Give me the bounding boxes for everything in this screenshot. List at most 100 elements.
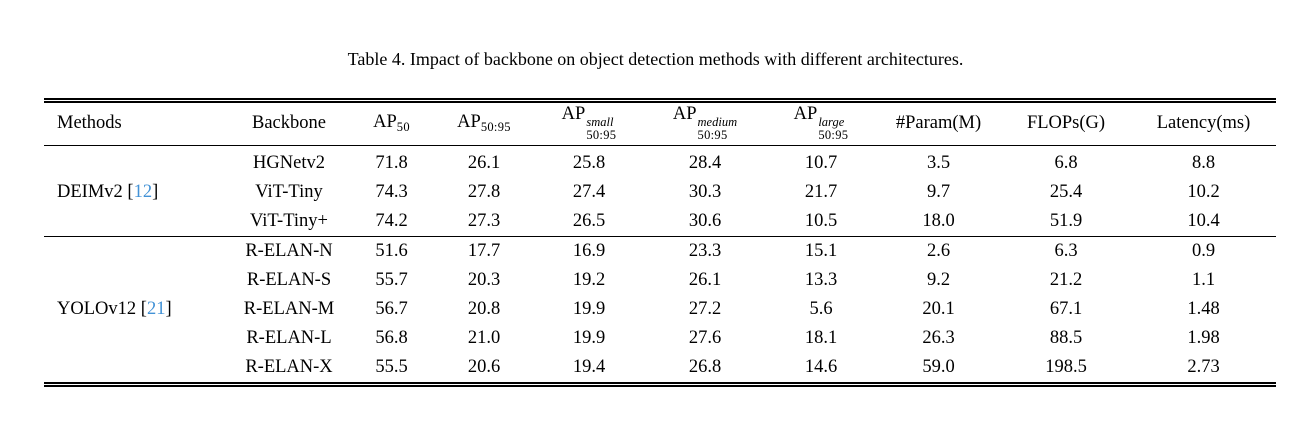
value-cell: 27.6 bbox=[688, 328, 722, 349]
metric-superscript: medium bbox=[697, 115, 738, 130]
value-cell: 23.3 bbox=[688, 241, 722, 262]
value-cell: 88.5 bbox=[1049, 328, 1083, 349]
citation-bracket-open: [ bbox=[127, 182, 134, 203]
value-cell: 27.3 bbox=[434, 207, 534, 237]
citation-link[interactable]: 12 bbox=[133, 182, 153, 203]
value-cell: 19.2 bbox=[572, 270, 606, 291]
value-cell: 1.98 bbox=[1187, 328, 1220, 349]
metric-supsub: small 50:95 bbox=[586, 116, 616, 142]
value-cell: 9.7 bbox=[926, 182, 951, 203]
value-cell: 16.9 bbox=[572, 241, 606, 262]
value-cell: 20.6 bbox=[467, 357, 501, 378]
value-cell: 26.3 bbox=[922, 328, 955, 349]
header-row: Methods Backbone AP50 AP50:95 AP small 50:95 AP… bbox=[44, 100, 1276, 146]
backbone-cell: R-ELAN-X bbox=[245, 357, 333, 378]
method-name: DEIMv2 bbox=[57, 182, 123, 203]
value-cell: 2.73 bbox=[1187, 357, 1220, 378]
col-header-backbone: Backbone bbox=[229, 100, 349, 146]
value-cell: 71.8 bbox=[375, 153, 408, 174]
value-cell: 15.1 bbox=[804, 241, 838, 262]
value-cell: 26.1 bbox=[688, 270, 722, 291]
col-header-ap-small: AP small 50:95 bbox=[534, 100, 644, 146]
value-cell: 26.1 bbox=[467, 153, 501, 174]
col-header-label: FLOPs(G) bbox=[1026, 112, 1106, 133]
backbone-cell: R-ELAN-S bbox=[246, 270, 332, 291]
metric-base: AP bbox=[672, 104, 697, 125]
value-cell: 20.3 bbox=[467, 270, 501, 291]
value-cell: 1.1 bbox=[1191, 270, 1216, 291]
value-cell: 1.48 bbox=[1187, 299, 1220, 320]
value-cell: 0.9 bbox=[1191, 241, 1216, 262]
value-cell: 19.9 bbox=[572, 299, 606, 320]
value-cell: 21.2 bbox=[1049, 270, 1083, 291]
value-cell: 27.4 bbox=[572, 182, 606, 203]
metric-subscript: 50:95 bbox=[697, 128, 728, 142]
value-cell: 30.6 bbox=[644, 207, 766, 237]
citation-bracket-close: ] bbox=[165, 299, 172, 320]
table-row: YOLOv12 [21] R-ELAN-N 51.6 17.7 16.9 23.3 15.1… bbox=[44, 237, 1276, 318]
metric-base: AP bbox=[561, 104, 586, 125]
col-header-label: Methods bbox=[57, 112, 122, 133]
value-cell: 74.2 bbox=[349, 207, 434, 237]
citation-link[interactable]: 21 bbox=[146, 299, 166, 320]
metric-supsub: large 50:95 bbox=[818, 116, 848, 142]
citation-bracket-close: ] bbox=[152, 182, 159, 203]
value-cell: 2.6 bbox=[926, 241, 951, 262]
metric-base: AP bbox=[373, 111, 397, 132]
metric-subscript: 50:95 bbox=[818, 128, 849, 142]
table-row: R-ELAN-L 56.8 21.0 19.9 27.6 18.1 26.3 88.5 1.98 bbox=[44, 324, 1276, 353]
metric-subscript: 50:95 bbox=[480, 119, 511, 134]
metric-superscript: small bbox=[586, 115, 614, 130]
method-name: YOLOv12 bbox=[57, 299, 137, 320]
method-cell: YOLOv12 [21] bbox=[44, 237, 229, 385]
table-row: ViT-Tiny+ 74.2 27.3 26.5 30.6 10.5 18.0 51.9 10.… bbox=[44, 207, 1276, 237]
value-cell: 51.9 bbox=[1001, 207, 1131, 237]
backbone-impact-table: Methods Backbone AP50 AP50:95 AP small 50:95 AP… bbox=[44, 98, 1276, 387]
metric-supsub: medium 50:95 bbox=[698, 116, 738, 142]
value-cell: 55.5 bbox=[375, 357, 408, 378]
col-header-ap50: AP50 bbox=[349, 100, 434, 146]
col-header-label: #Param(M) bbox=[895, 112, 982, 133]
col-header-params: #Param(M) bbox=[876, 100, 1001, 146]
value-cell: 21.7 bbox=[804, 182, 838, 203]
col-header-latency: Latency(ms) bbox=[1131, 100, 1276, 146]
value-cell: 13.3 bbox=[804, 270, 838, 291]
metric-base: AP bbox=[793, 104, 818, 125]
value-cell: 19.9 bbox=[572, 328, 606, 349]
value-cell: 17.7 bbox=[467, 241, 501, 262]
col-header-flops: FLOPs(G) bbox=[1001, 100, 1131, 146]
metric-subscript: 50:95 bbox=[586, 128, 617, 142]
value-cell: 27.2 bbox=[688, 299, 722, 320]
value-cell: 198.5 bbox=[1045, 357, 1087, 378]
value-cell: 25.4 bbox=[1049, 182, 1083, 203]
col-header-methods: Methods bbox=[44, 100, 229, 146]
col-header-ap-large: AP large 50:95 bbox=[766, 100, 876, 146]
table-body: DEIMv2 [12] HGNetv2 71.8 26.1 25.8 28.4 10.7 3.… bbox=[44, 145, 1276, 385]
value-cell: 55.7 bbox=[375, 270, 408, 291]
value-cell: 21.0 bbox=[467, 328, 501, 349]
method-cell: DEIMv2 [12] bbox=[44, 145, 229, 237]
col-header-ap5095: AP50:95 bbox=[434, 100, 534, 146]
value-cell: 20.8 bbox=[467, 299, 501, 320]
value-cell: 18.1 bbox=[804, 328, 838, 349]
backbone-cell: ViT-Tiny bbox=[255, 182, 323, 203]
value-cell: 56.7 bbox=[375, 299, 408, 320]
value-cell: 3.5 bbox=[926, 153, 951, 174]
col-header-ap-medium: AP medium 50:95 bbox=[644, 100, 766, 146]
value-cell: 74.3 bbox=[375, 182, 408, 203]
table-row: R-ELAN-M 56.7 20.8 19.9 27.2 5.6 20.1 67.1 1.48 bbox=[44, 295, 1276, 324]
value-cell: 67.1 bbox=[1049, 299, 1083, 320]
value-cell: 19.4 bbox=[572, 357, 606, 378]
col-header-label: Backbone bbox=[252, 112, 326, 133]
col-header-label: Latency(ms) bbox=[1156, 112, 1251, 133]
value-cell: 20.1 bbox=[922, 299, 955, 320]
backbone-cell: R-ELAN-N bbox=[245, 241, 333, 262]
table-row: R-ELAN-S 55.7 20.3 19.2 26.1 13.3 9.2 21.2 1.1 bbox=[44, 266, 1276, 295]
value-cell: 6.3 bbox=[1054, 241, 1078, 262]
value-cell: 14.6 bbox=[804, 357, 838, 378]
backbone-cell: HGNetv2 bbox=[253, 153, 325, 174]
backbone-cell: ViT-Tiny+ bbox=[229, 207, 349, 237]
table-row: R-ELAN-X 55.5 20.6 19.4 26.8 14.6 59.0 198.5 2.7… bbox=[44, 353, 1276, 385]
value-cell: 8.8 bbox=[1191, 153, 1216, 174]
value-cell: 25.8 bbox=[572, 153, 606, 174]
